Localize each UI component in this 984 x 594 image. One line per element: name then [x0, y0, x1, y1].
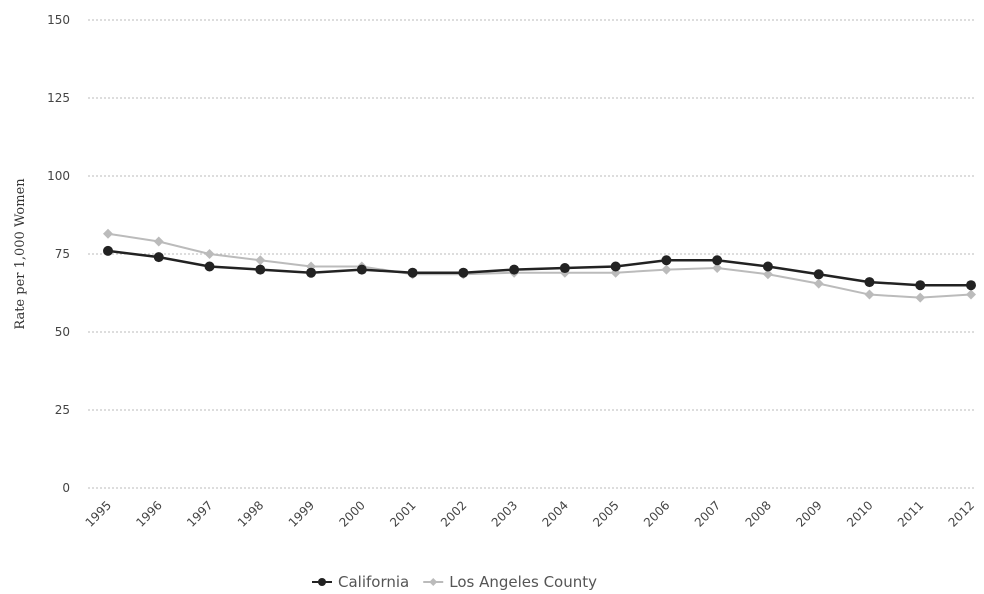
point — [610, 261, 621, 272]
point — [966, 289, 976, 300]
legend-marker — [318, 578, 326, 586]
y-axis-label: Rate per 1,000 Women — [13, 178, 28, 330]
x-tick-label: 2001 — [387, 498, 418, 529]
x-tick-label: 2003 — [489, 498, 520, 529]
point — [356, 264, 367, 275]
point — [813, 269, 824, 280]
point — [813, 278, 824, 289]
point — [458, 267, 469, 278]
point — [915, 292, 926, 303]
x-tick-label: 1998 — [235, 498, 266, 529]
series-line — [107, 232, 972, 299]
y-tick-label: 25 — [55, 403, 70, 417]
point — [255, 264, 266, 275]
y-tick-label: 0 — [62, 481, 70, 495]
point — [204, 249, 215, 259]
y-tick-label: 100 — [47, 169, 70, 183]
y-tick-label: 150 — [47, 13, 70, 27]
point — [762, 269, 773, 280]
x-tick-label: 2012 — [946, 498, 977, 529]
point — [661, 255, 672, 266]
x-tick-label: 2007 — [692, 498, 723, 529]
point — [255, 255, 266, 266]
point — [864, 277, 875, 288]
legend-marker — [429, 578, 438, 586]
point — [153, 236, 164, 247]
point — [103, 245, 113, 256]
x-tick-label: 2006 — [641, 498, 672, 529]
x-tick-label: 2010 — [844, 498, 875, 529]
y-tick-label: 75 — [55, 247, 70, 261]
point — [204, 261, 215, 272]
legend-label: Los Angeles County — [449, 573, 597, 591]
x-tick-label: 1997 — [184, 498, 215, 529]
point — [509, 264, 520, 275]
x-tick-label: 1995 — [83, 498, 114, 529]
x-tick-label: 2004 — [540, 498, 571, 529]
point — [915, 280, 926, 291]
point — [661, 264, 672, 275]
point — [712, 255, 723, 266]
series-line — [107, 249, 971, 287]
x-tick-label: 2002 — [438, 498, 469, 529]
point — [103, 228, 113, 239]
point — [407, 267, 418, 278]
point — [306, 267, 317, 278]
y-tick-label: 125 — [47, 91, 70, 105]
legend-label: California — [338, 573, 409, 591]
point — [712, 263, 723, 274]
x-tick-label: 2009 — [793, 498, 824, 529]
point — [762, 261, 773, 272]
x-tick-label: 2005 — [590, 498, 621, 529]
point — [864, 289, 875, 300]
x-tick-label: 1999 — [286, 498, 317, 529]
x-tick-label: 2011 — [895, 498, 926, 529]
x-tick-label: 2000 — [336, 498, 367, 529]
y-tick-label: 50 — [55, 325, 70, 339]
x-tick-label: 1996 — [133, 498, 164, 529]
point — [153, 252, 164, 263]
x-tick-label: 2008 — [743, 498, 774, 529]
point — [559, 263, 570, 274]
point — [966, 280, 976, 291]
